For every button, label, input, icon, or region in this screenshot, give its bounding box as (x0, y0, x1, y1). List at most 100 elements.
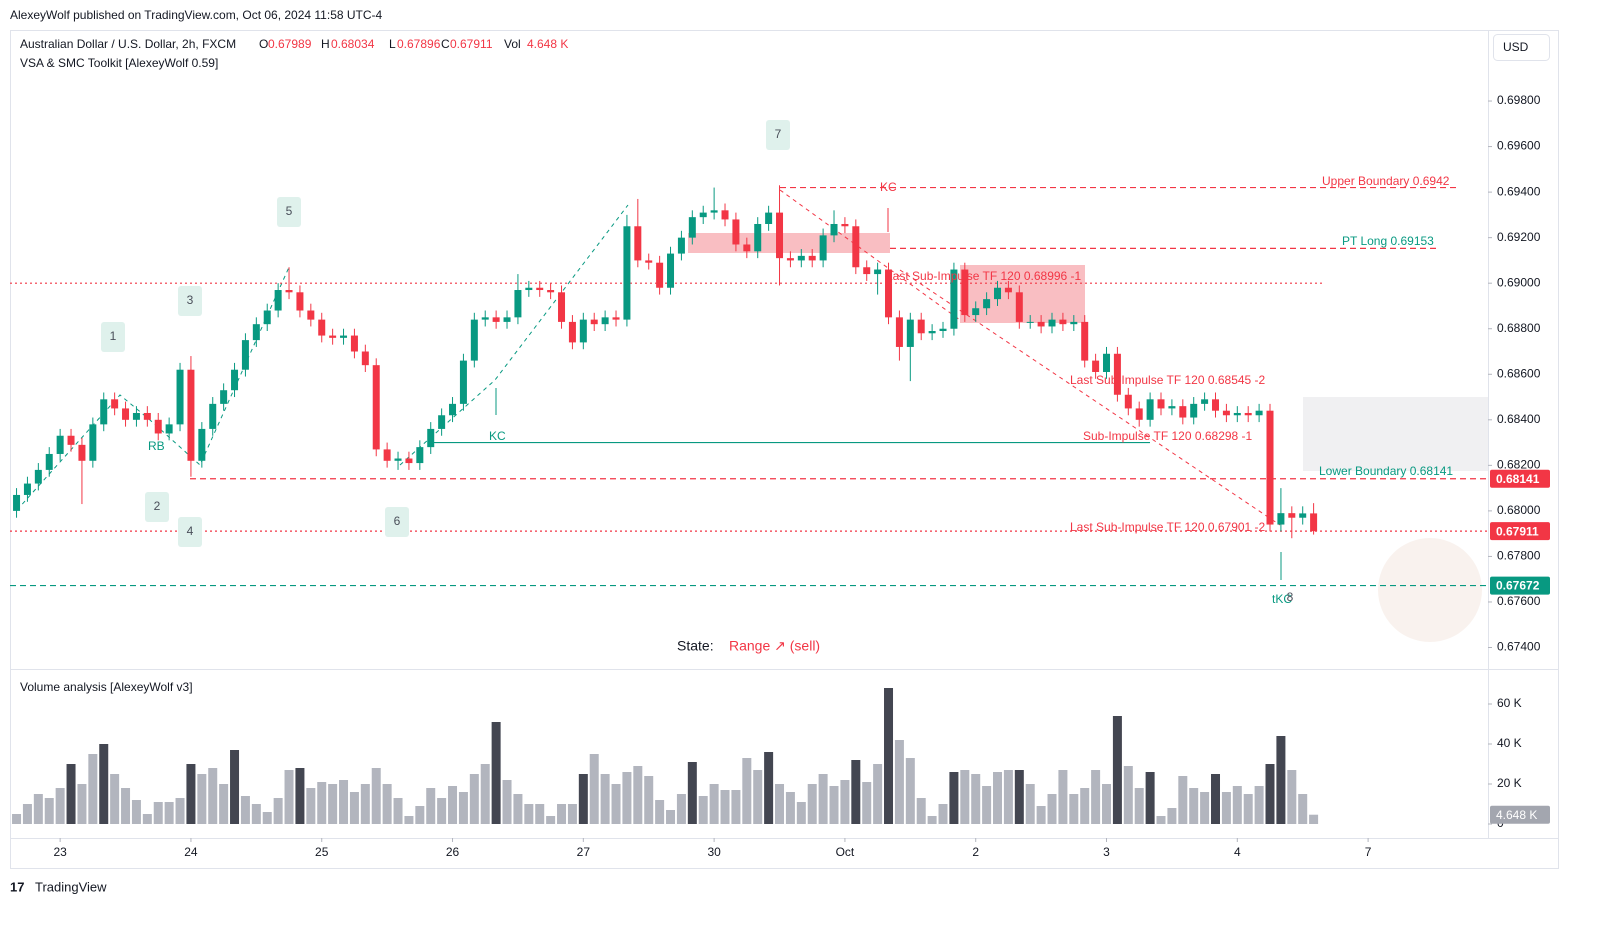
wave-label: 7 (775, 127, 782, 141)
candle-body (786, 258, 794, 261)
currency-label[interactable]: USD (1503, 40, 1529, 54)
volume-bar (666, 810, 676, 824)
volume-bar (393, 798, 403, 824)
volume-bar (1178, 776, 1188, 824)
candle-body (23, 483, 31, 495)
state-label: State: (677, 638, 714, 654)
volume-bar (600, 774, 610, 824)
volume-bar (284, 770, 294, 824)
volume-bar (88, 754, 98, 824)
range-box (1303, 397, 1488, 471)
candle-body (1277, 513, 1285, 525)
volume-bar (404, 816, 414, 824)
volume-bar (251, 804, 261, 824)
level-label: Upper Boundary 0.6942 (1322, 174, 1450, 188)
candle-body (100, 399, 108, 425)
candle-body (1059, 319, 1067, 325)
volume-bar (1211, 774, 1221, 824)
volume-bar (753, 770, 763, 824)
volume-bar (960, 770, 970, 824)
candle-body (340, 335, 348, 338)
level-label: KC (489, 429, 506, 443)
candle-body (623, 226, 631, 320)
candle-body (819, 235, 827, 261)
price-badge (1490, 469, 1550, 488)
volume-bar (491, 722, 501, 824)
candle-body (1179, 406, 1187, 418)
volume-bar (426, 788, 436, 824)
x-tick-label: 23 (53, 845, 67, 859)
volume-bar (186, 764, 196, 824)
volume-bar (993, 772, 1003, 824)
candle-body (1233, 412, 1241, 416)
volume-bar (437, 798, 447, 824)
volume-bar (971, 774, 981, 824)
y-tick-label: 0.68800 (1497, 321, 1541, 335)
candle-body (1157, 399, 1165, 409)
candle-body (1212, 399, 1220, 411)
logo-mark: 17 (10, 879, 24, 894)
wave-label: 4 (187, 524, 194, 538)
volume-bar (164, 802, 174, 824)
candle-body (634, 226, 642, 261)
x-tick-label: 2 (972, 845, 979, 859)
legend-value: 0.67896 (397, 37, 441, 51)
volume-bar (1276, 736, 1286, 824)
y-tick-label: 0.69800 (1497, 93, 1541, 107)
candle-body (754, 223, 762, 252)
wave-label: 8 (1287, 590, 1294, 604)
volume-bar (371, 768, 381, 824)
candle-body (939, 328, 947, 332)
candle-body (252, 324, 260, 341)
volume-bar (317, 782, 327, 824)
candle-body (1103, 353, 1111, 372)
volume-bar (611, 784, 621, 824)
candle-body (503, 317, 511, 322)
candle-body (525, 287, 533, 291)
wave-label: 5 (286, 204, 293, 218)
volume-bar (818, 774, 828, 824)
wave-label: 6 (394, 514, 401, 528)
candle-body (797, 255, 805, 261)
volume-bar (557, 804, 567, 824)
legend-value: 4.648 K (527, 37, 568, 51)
volume-bar (22, 804, 32, 824)
wave-badge (178, 286, 202, 316)
volume-bar (33, 794, 43, 824)
volume-bar (306, 788, 316, 824)
volume-bar (829, 786, 839, 824)
candle-body (568, 321, 576, 343)
candle-body (1244, 412, 1252, 416)
candle-body (296, 292, 304, 311)
candle-body (699, 212, 707, 218)
volume-bar (1003, 770, 1013, 824)
volume-bar (1167, 808, 1177, 824)
y-tick-label: 20 K (1497, 776, 1522, 790)
candle-body (928, 331, 936, 334)
legend-label: L (389, 37, 396, 51)
candle-body (383, 449, 391, 461)
candle-body (547, 290, 555, 293)
candle-body (743, 244, 751, 252)
publish-header: AlexeyWolf published on TradingView.com,… (10, 8, 383, 22)
candle-body (1135, 408, 1143, 420)
candle-body (470, 319, 478, 361)
volume-bar (742, 758, 752, 824)
y-tick-label: 0.68200 (1497, 458, 1541, 472)
currency-button[interactable] (1493, 34, 1550, 61)
volume-bar (916, 798, 926, 824)
y-tick-label: 0.69000 (1497, 275, 1541, 289)
volume-bar (66, 764, 76, 824)
candle-body (961, 269, 969, 316)
volume-bar (1091, 770, 1101, 824)
x-tick-label: 4 (1234, 845, 1241, 859)
candle-body (1190, 403, 1198, 418)
candle-body (808, 255, 816, 261)
candle-body (601, 317, 609, 325)
annotation: Last Sub-Impulse TF 120 0.68545 -2 (1070, 373, 1266, 387)
candle-body (710, 210, 718, 213)
volume-bar (1102, 784, 1112, 824)
candle-body (361, 351, 369, 366)
candle-body (56, 435, 64, 454)
